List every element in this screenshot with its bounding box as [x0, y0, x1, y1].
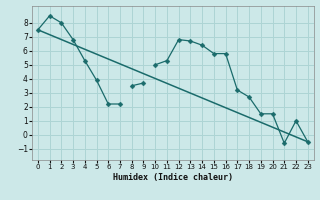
X-axis label: Humidex (Indice chaleur): Humidex (Indice chaleur) — [113, 173, 233, 182]
